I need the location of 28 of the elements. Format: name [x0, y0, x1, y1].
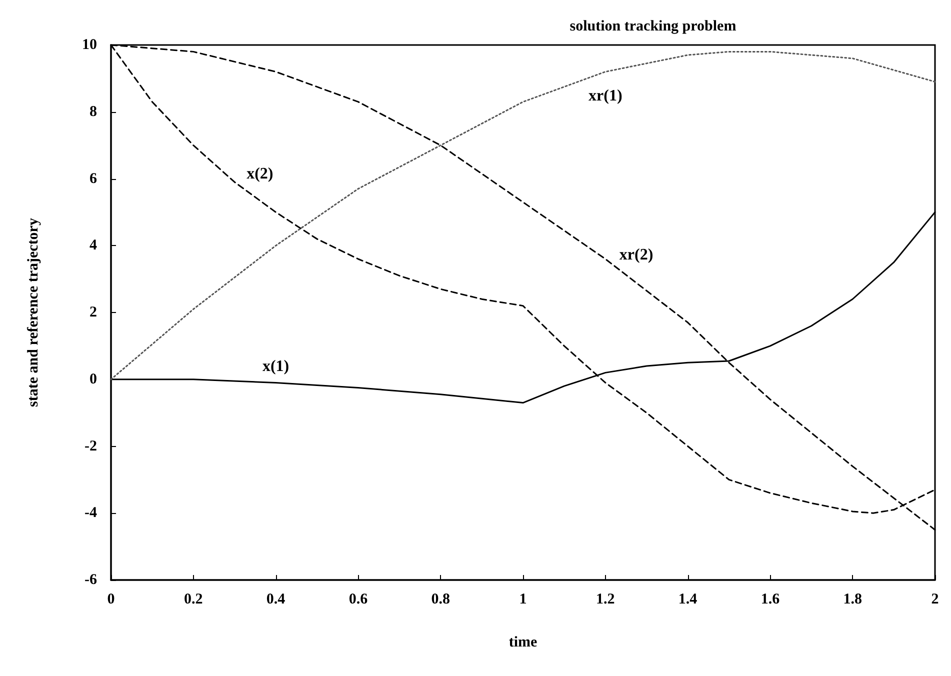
- x-tick-label: 1.6: [760, 592, 780, 608]
- x-tick-label: 0.4: [266, 592, 286, 608]
- x-tick-label: 0.2: [184, 592, 203, 608]
- x-tick-label: 0.8: [431, 592, 450, 608]
- y-tick-label: -4: [84, 505, 98, 522]
- line-series: [110, 50, 936, 380]
- x-tick-label: 1.4: [678, 592, 698, 608]
- y-axis-title: state and reference trajectory: [26, 218, 42, 407]
- y-tick-label: 8: [90, 104, 97, 120]
- x-axis-title: time: [508, 634, 538, 650]
- y-tick-label: 2: [90, 304, 97, 320]
- x-tick-label: 0.6: [348, 592, 368, 608]
- series-label: x(2): [246, 166, 274, 183]
- x-tick-label: 1.8: [843, 592, 862, 608]
- y-tick-label: 0: [90, 371, 97, 388]
- x-tick-label: 2: [931, 592, 939, 608]
- series-label: xr(2): [619, 246, 654, 264]
- x-tick-label: 1.2: [596, 592, 615, 608]
- y-tick-label: 4: [90, 238, 98, 254]
- series-label: x(1): [262, 358, 290, 376]
- x-tick-label: 0: [107, 592, 115, 608]
- series-label: xr(1): [588, 87, 622, 104]
- y-tick-label: -6: [84, 572, 98, 588]
- y-tick-label: 6: [90, 170, 98, 187]
- y-tick-label: -2: [84, 438, 97, 454]
- chart-title: solution tracking problem: [570, 18, 737, 34]
- y-tick-label: 10: [82, 37, 97, 53]
- x-tick-label: 1: [519, 592, 527, 608]
